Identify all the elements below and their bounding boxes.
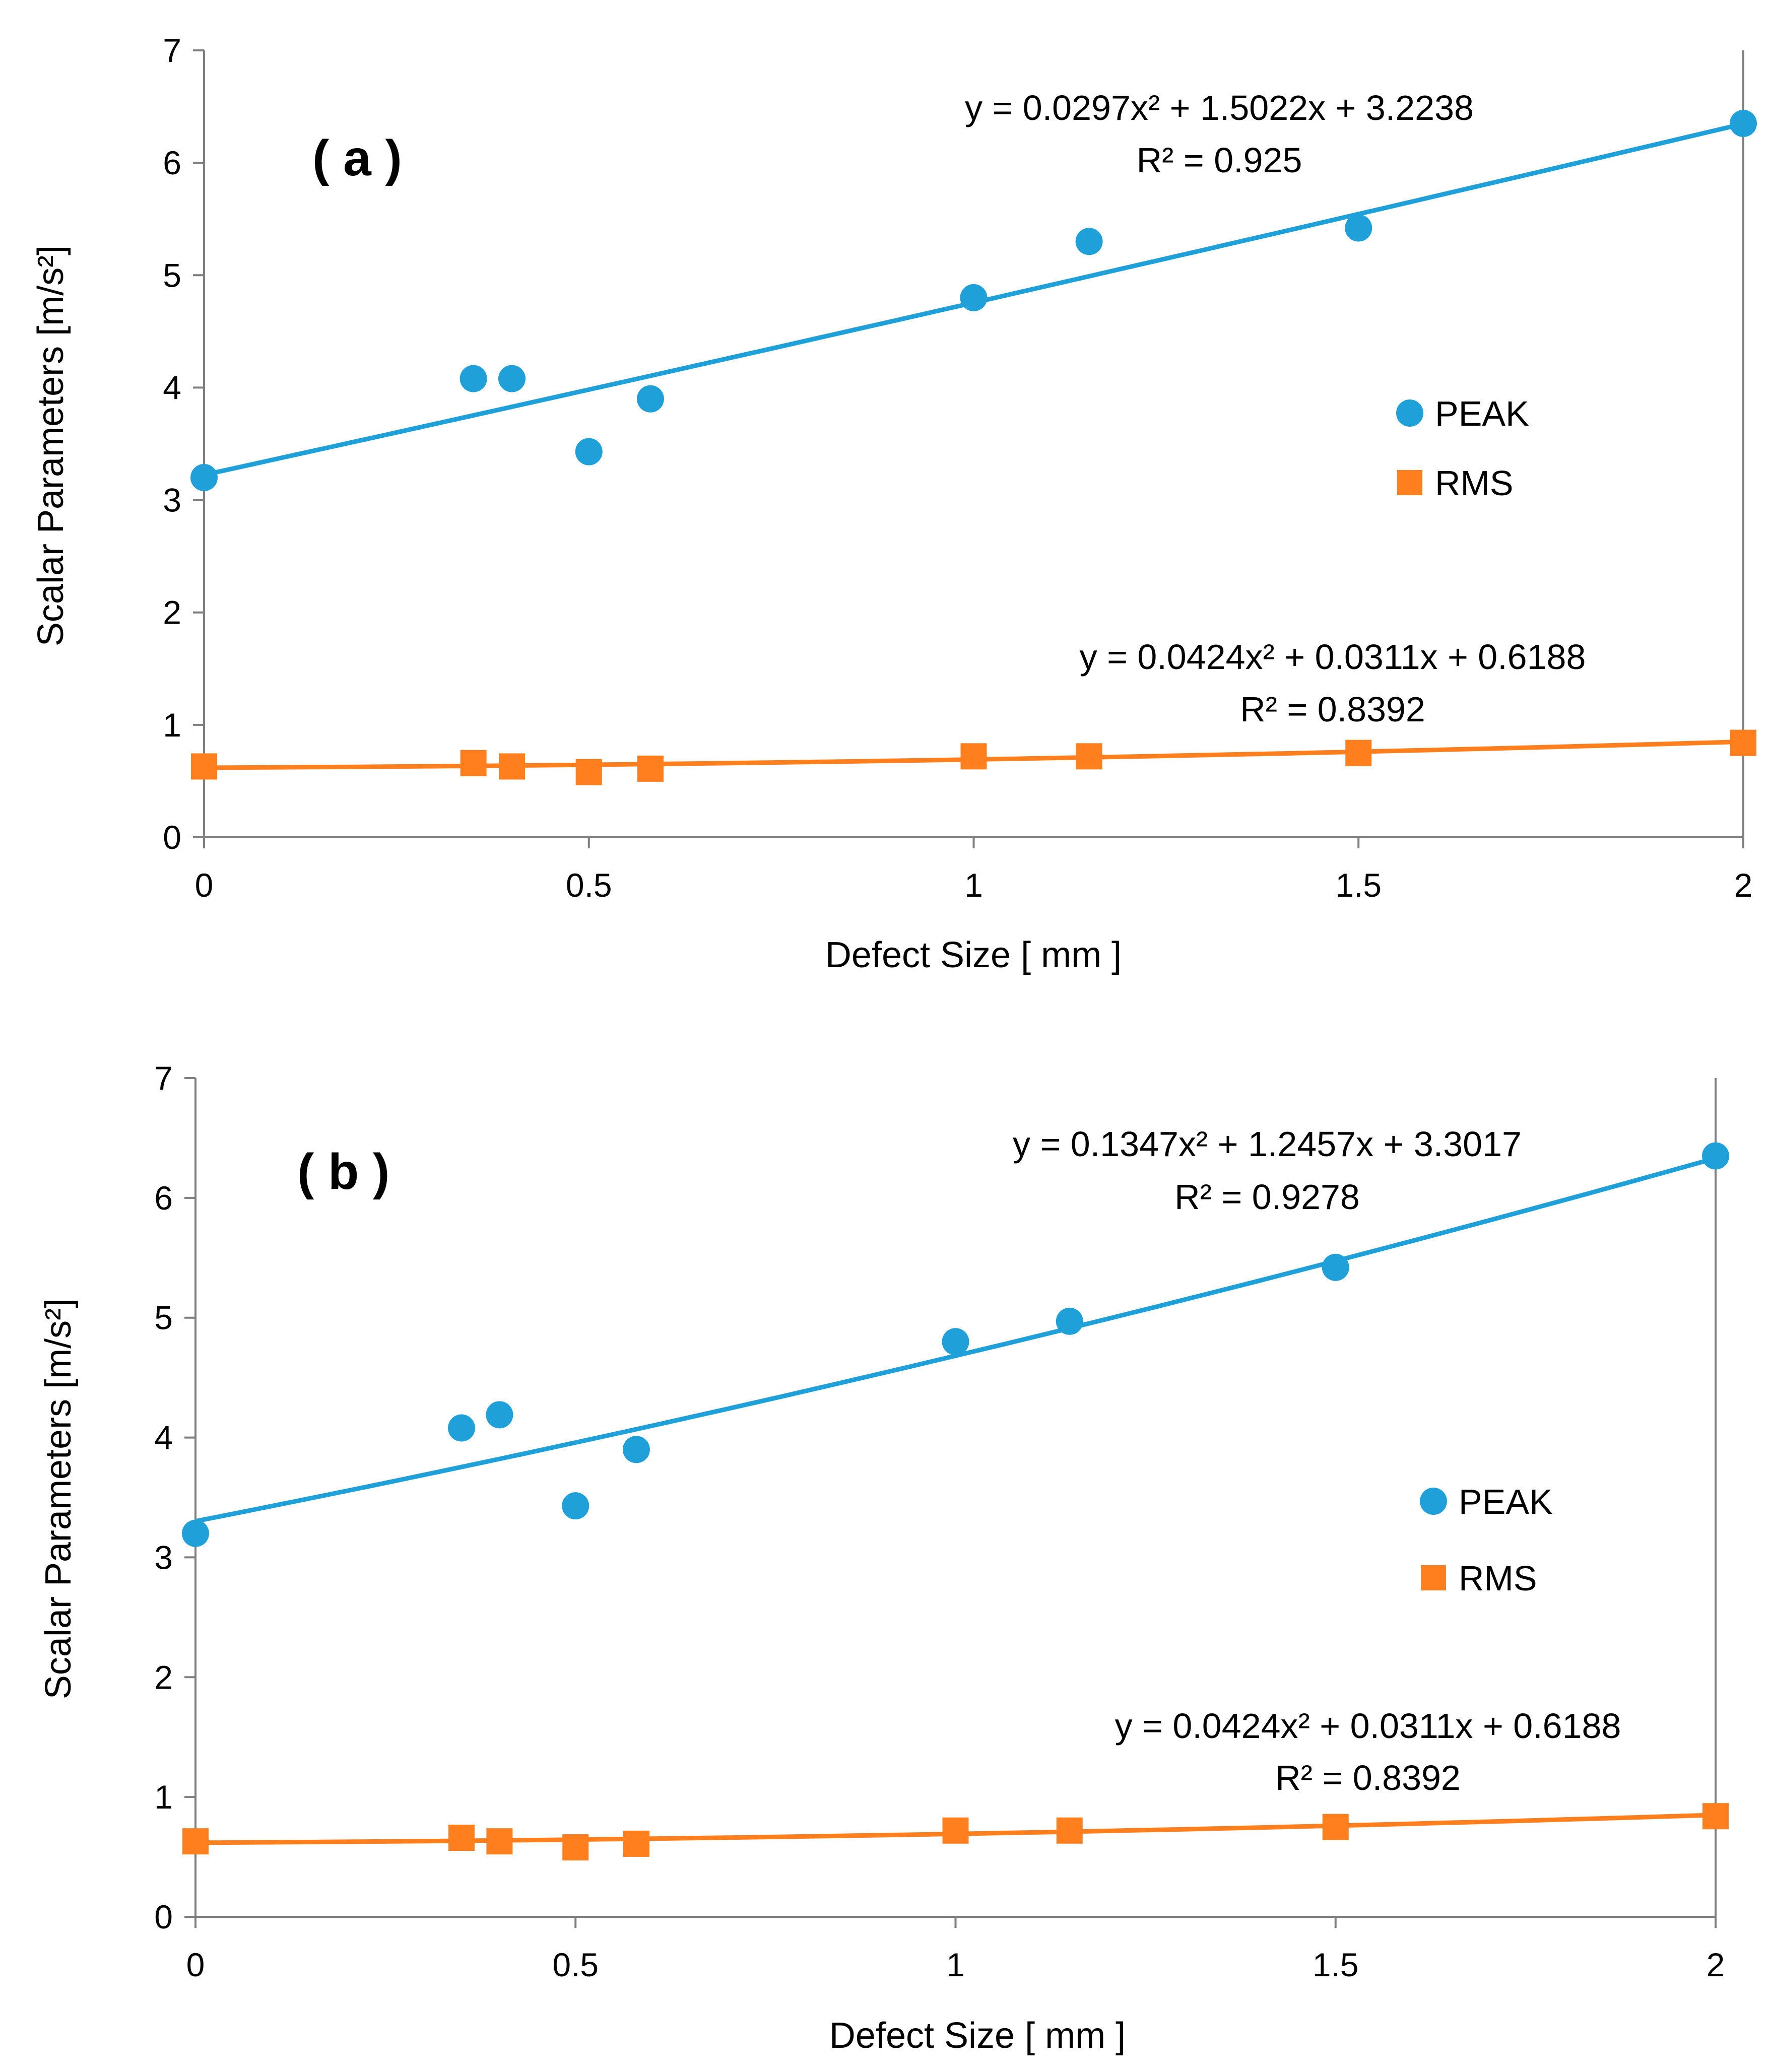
rms-equation: y = 0.0424x² + 0.0311x + 0.6188 bbox=[1080, 637, 1586, 677]
points-group bbox=[190, 110, 1757, 785]
peak-equation: y = 0.0297x² + 1.5022x + 3.2238 bbox=[965, 88, 1474, 127]
legend-rms-label: RMS bbox=[1459, 1559, 1537, 1598]
y-tick-label: 3 bbox=[163, 482, 181, 519]
rms-point bbox=[623, 1830, 649, 1857]
peak-point bbox=[498, 365, 526, 392]
peak-point bbox=[942, 1328, 969, 1356]
x-tick-label: 2 bbox=[1707, 1946, 1725, 1983]
x-tick-label: 1 bbox=[964, 866, 983, 904]
legend-peak-marker bbox=[1396, 399, 1423, 427]
panel-label: ( a ) bbox=[312, 130, 402, 186]
rms-point bbox=[486, 1828, 513, 1855]
y-tick-label: 4 bbox=[154, 1419, 173, 1456]
peak-point bbox=[636, 385, 664, 413]
y-axis-title: Scalar Parameters [m/s²] bbox=[31, 245, 71, 646]
x-tick-label: 0.5 bbox=[552, 1946, 599, 1983]
y-tick-label: 6 bbox=[163, 144, 181, 181]
rms-point bbox=[182, 1828, 209, 1855]
peak-point bbox=[622, 1436, 650, 1463]
peak-point bbox=[182, 1519, 209, 1547]
legend-peak-marker bbox=[1420, 1488, 1447, 1515]
rms-equation: y = 0.0424x² + 0.0311x + 0.6188 bbox=[1115, 1706, 1621, 1746]
y-tick-label: 2 bbox=[163, 594, 181, 631]
peak-point bbox=[960, 284, 988, 311]
peak-point bbox=[575, 438, 603, 465]
x-tick-label: 1.5 bbox=[1313, 1946, 1359, 1983]
ticks-group: 0 1 2 3 4 5 6 7 0 0.5 1 1.5 2 bbox=[163, 32, 1752, 904]
x-axis-title: Defect Size [ mm ] bbox=[825, 935, 1122, 975]
y-axis-title: Scalar Parameters [m/s²] bbox=[38, 1298, 79, 1699]
y-tick-label: 2 bbox=[154, 1658, 173, 1696]
peak-point bbox=[562, 1492, 589, 1520]
chart-a: 0 1 2 3 4 5 6 7 0 0.5 1 1.5 2 ( a ) y = 0.0297x² + 1… bbox=[31, 32, 1757, 975]
peak-point bbox=[1730, 110, 1757, 138]
y-tick-label: 6 bbox=[154, 1179, 173, 1217]
peak-point bbox=[1322, 1253, 1349, 1281]
rms-point bbox=[1076, 743, 1102, 770]
x-axis-title: Defect Size [ mm ] bbox=[829, 2016, 1126, 2056]
legend-peak-label: PEAK bbox=[1435, 394, 1529, 433]
x-tick-label: 0.5 bbox=[566, 866, 612, 904]
y-tick-label: 7 bbox=[154, 1059, 173, 1097]
rms-point bbox=[1322, 1814, 1349, 1840]
x-tick-label: 0 bbox=[195, 866, 214, 904]
peak-point bbox=[486, 1401, 513, 1429]
y-tick-label: 4 bbox=[163, 369, 181, 406]
y-tick-label: 0 bbox=[163, 819, 181, 856]
peak-r2: R² = 0.925 bbox=[1137, 141, 1302, 180]
x-tick-label: 2 bbox=[1734, 866, 1753, 904]
peak-trendline bbox=[195, 1156, 1717, 1524]
y-tick-label: 3 bbox=[154, 1539, 173, 1576]
rms-r2: R² = 0.8392 bbox=[1275, 1758, 1461, 1797]
chart-panel-b: 0 1 2 3 4 5 6 7 0 0.5 1 1.5 2 ( b ) y = 0.1347x² + 1… bbox=[0, 1038, 1770, 2072]
rms-point bbox=[942, 1817, 969, 1844]
x-tick-label: 1.5 bbox=[1335, 866, 1382, 904]
rms-point bbox=[460, 750, 487, 776]
rms-point bbox=[575, 759, 602, 785]
y-tick-label: 5 bbox=[154, 1299, 173, 1336]
rms-point bbox=[499, 753, 525, 780]
y-tick-label: 7 bbox=[163, 32, 181, 69]
peak-point bbox=[190, 463, 218, 491]
rms-r2: R² = 0.8392 bbox=[1240, 690, 1425, 729]
y-tick-label: 1 bbox=[163, 706, 181, 744]
chart-panel-a: 0 1 2 3 4 5 6 7 0 0.5 1 1.5 2 ( a ) y = 0.0297x² + 1… bbox=[0, 0, 1770, 1023]
peak-point bbox=[1056, 1307, 1083, 1335]
points-group bbox=[182, 1142, 1729, 1861]
rms-point bbox=[448, 1825, 475, 1851]
rms-point bbox=[1056, 1817, 1083, 1844]
legend-rms-marker bbox=[1397, 470, 1422, 495]
x-tick-label: 1 bbox=[946, 1946, 965, 1983]
rms-point bbox=[1702, 1803, 1729, 1830]
y-tick-label: 0 bbox=[154, 1898, 173, 1935]
peak-point bbox=[460, 365, 487, 392]
chart-b: 0 1 2 3 4 5 6 7 0 0.5 1 1.5 2 ( b ) y = 0.1347x² + 1… bbox=[38, 1059, 1729, 2056]
peak-equation: y = 0.1347x² + 1.2457x + 3.3017 bbox=[1013, 1124, 1522, 1164]
rms-point bbox=[1730, 729, 1756, 756]
x-tick-label: 0 bbox=[186, 1946, 205, 1983]
y-tick-label: 5 bbox=[163, 256, 181, 294]
rms-point bbox=[637, 755, 664, 782]
peak-point bbox=[447, 1414, 475, 1442]
peak-point bbox=[1702, 1142, 1729, 1170]
legend-rms-marker bbox=[1421, 1565, 1446, 1590]
rms-point bbox=[960, 743, 987, 770]
rms-point bbox=[562, 1834, 589, 1861]
rms-point bbox=[191, 753, 217, 780]
panel-label: ( b ) bbox=[297, 1144, 389, 1200]
peak-point bbox=[1345, 214, 1372, 242]
legend-peak-label: PEAK bbox=[1459, 1482, 1553, 1521]
ticks-group: 0 1 2 3 4 5 6 7 0 0.5 1 1.5 2 bbox=[154, 1059, 1725, 1983]
rms-point bbox=[1345, 740, 1372, 766]
peak-point bbox=[1075, 228, 1103, 255]
peak-r2: R² = 0.9278 bbox=[1174, 1177, 1360, 1217]
legend-rms-label: RMS bbox=[1435, 463, 1514, 503]
y-tick-label: 1 bbox=[154, 1778, 173, 1816]
